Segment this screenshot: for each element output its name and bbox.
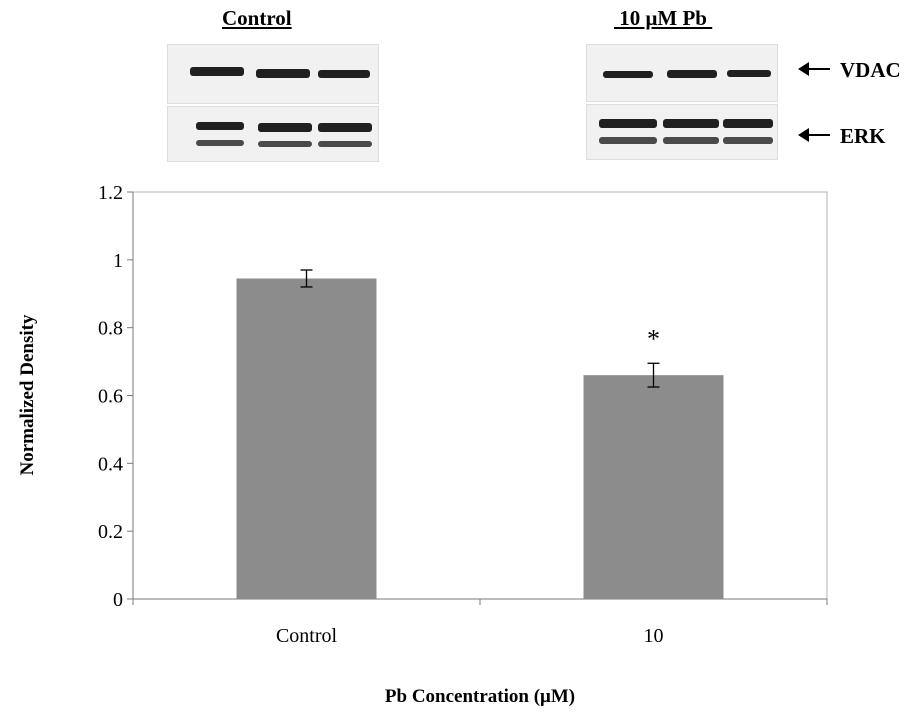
blot-band bbox=[599, 137, 657, 144]
blot-band bbox=[258, 141, 312, 147]
blot-title-control: Control bbox=[222, 6, 292, 30]
y-tick-label: 0 bbox=[113, 589, 123, 611]
blot-band bbox=[256, 69, 310, 78]
x-tick-label: Control bbox=[276, 625, 338, 647]
significance-marker: * bbox=[647, 324, 660, 353]
blot-band bbox=[727, 70, 771, 77]
blot-band bbox=[318, 141, 372, 147]
blot-panel-control-erk bbox=[167, 106, 379, 162]
y-tick-label: 1 bbox=[113, 250, 123, 272]
y-tick-label: 0.6 bbox=[98, 386, 123, 408]
y-axis-title: Normalized Density bbox=[17, 314, 38, 475]
blot-band bbox=[599, 119, 657, 128]
arrow-left-icon bbox=[798, 128, 830, 142]
blot-band bbox=[663, 137, 719, 144]
y-tick-label: 0.2 bbox=[98, 521, 123, 543]
blot-band bbox=[196, 140, 244, 146]
x-axis-title: Pb Concentration (μM) bbox=[385, 686, 575, 707]
y-axis: 0 0.2 0.4 0.6 0.8 1 1.2 bbox=[98, 182, 134, 611]
y-tick-label: 1.2 bbox=[98, 182, 123, 204]
y-tick-label: 0.4 bbox=[98, 453, 123, 475]
blot-band bbox=[196, 122, 244, 130]
blot-band bbox=[318, 123, 372, 132]
x-axis: Control 10 bbox=[132, 598, 828, 647]
bar bbox=[236, 278, 377, 599]
blot-title-treated: 10 μM Pb bbox=[614, 6, 713, 30]
blot-panel-control-vdac bbox=[167, 44, 379, 104]
blot-band bbox=[190, 67, 244, 76]
blot-band bbox=[258, 123, 312, 132]
blot-band bbox=[603, 71, 653, 78]
bars: * bbox=[236, 269, 724, 599]
arrow-left-icon bbox=[798, 62, 830, 76]
blot-panel-treated-erk bbox=[586, 104, 778, 160]
blot-band bbox=[318, 70, 370, 78]
blot-panel-treated-vdac bbox=[586, 44, 778, 102]
blot-band bbox=[723, 119, 773, 128]
blot-band bbox=[667, 70, 717, 78]
y-tick-label: 0.8 bbox=[98, 318, 123, 340]
bar bbox=[583, 375, 724, 599]
protein-label-erk: ERK bbox=[840, 124, 886, 148]
protein-label-vdac: VDAC bbox=[840, 58, 901, 82]
blot-band bbox=[663, 119, 719, 128]
blot-band bbox=[723, 137, 773, 144]
x-tick-label: 10 bbox=[644, 625, 664, 647]
